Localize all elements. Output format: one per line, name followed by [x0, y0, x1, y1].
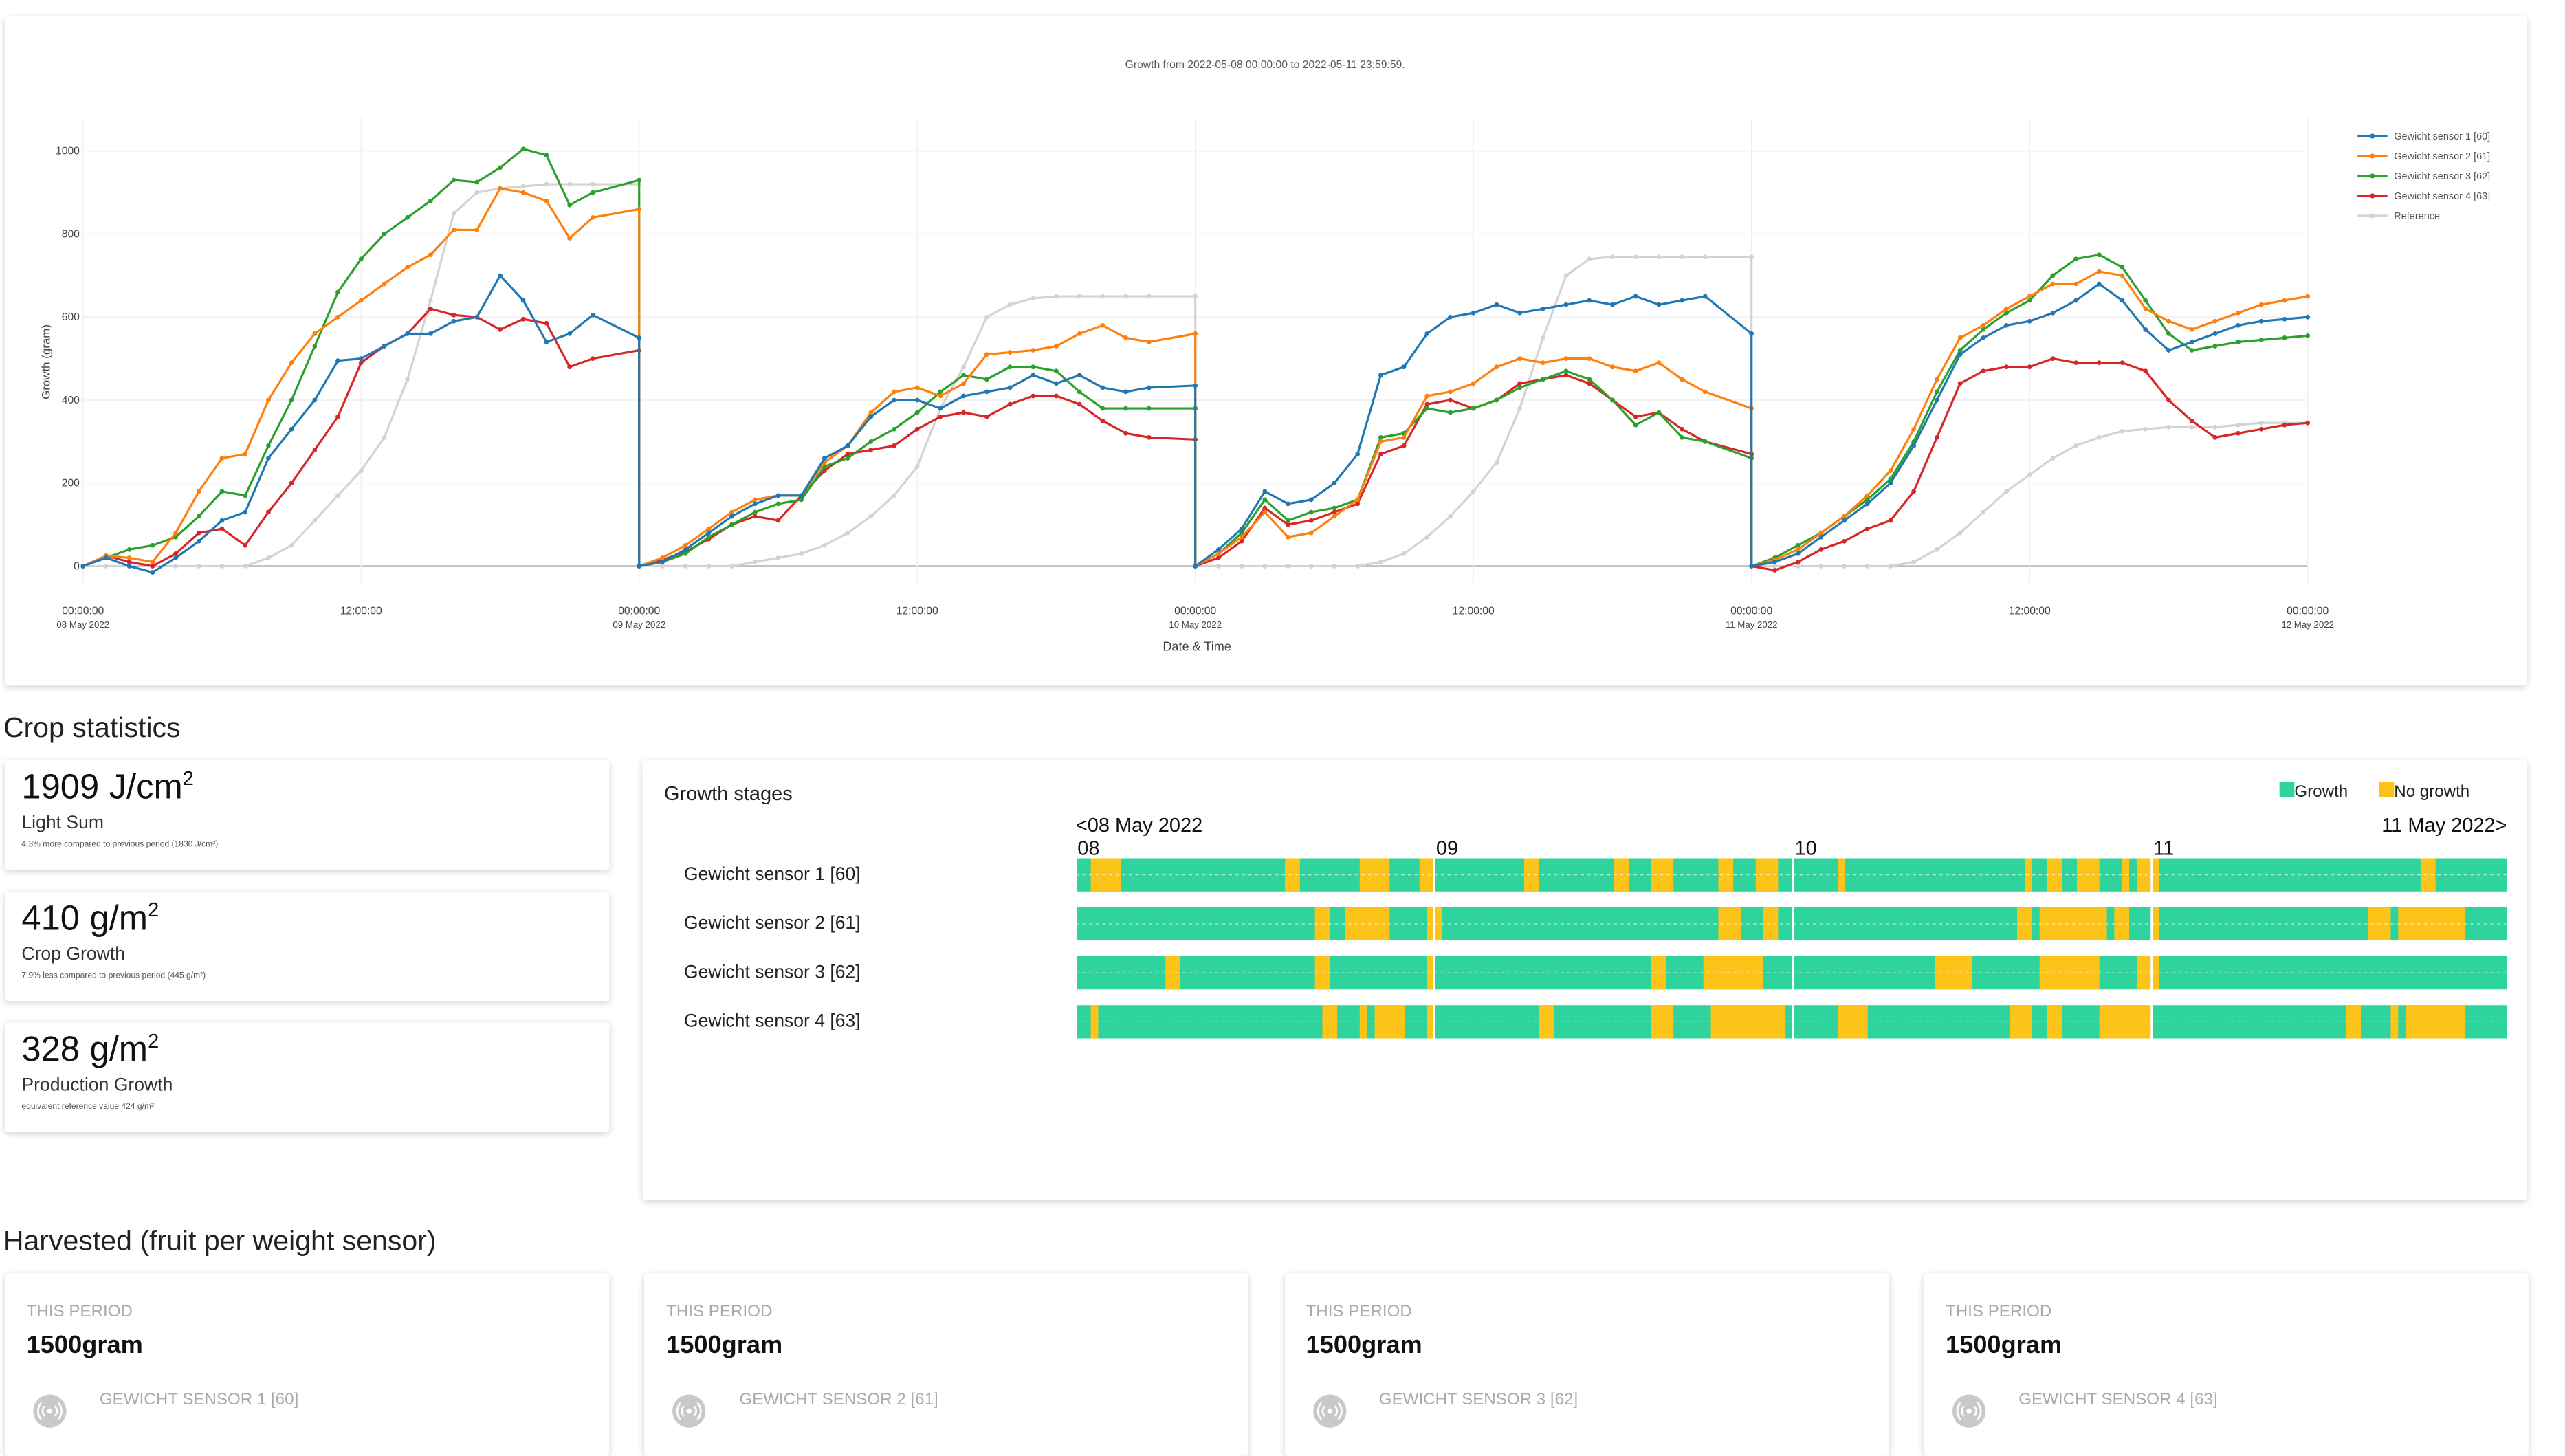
harvest-card: THIS PERIOD 1500gram GEWICHT SENSOR 3 [62]: [1284, 1273, 1889, 1456]
section-title: Harvested (fruit per weight sensor): [3, 1225, 437, 1257]
harvest-amount: 1500gram: [1945, 1331, 2062, 1360]
period-label: THIS PERIOD: [666, 1303, 773, 1322]
value: 328: [21, 1030, 80, 1070]
value: 410: [21, 899, 80, 938]
stat-label: Crop Growth: [21, 945, 125, 965]
period-label: THIS PERIOD: [26, 1303, 133, 1322]
harvest-card: THIS PERIOD 1500gram GEWICHT SENSOR 1 [60]: [5, 1273, 610, 1456]
stat-card: 410 g/m2 Crop Growth 7.9% less compared to …: [5, 891, 610, 1002]
harvest-amount: 1500gram: [1306, 1331, 1422, 1360]
sensor-glyph: [1316, 1402, 1342, 1420]
sensor-name: GEWICHT SENSOR 2 [61]: [739, 1391, 938, 1410]
sensor-name: GEWICHT SENSOR 1 [60]: [99, 1391, 299, 1410]
sensor-name: GEWICHT SENSOR 3 [62]: [1378, 1391, 1578, 1410]
sensor-icon: [672, 1394, 707, 1428]
harvest-amount: 1500gram: [666, 1331, 783, 1360]
unit-power: 2: [148, 898, 159, 922]
unit-power: 2: [182, 766, 194, 791]
sensor-glyph: [676, 1402, 703, 1420]
sensor-icon: [33, 1394, 67, 1428]
stat-note: equivalent reference value 424 g/m²: [21, 1102, 155, 1112]
sensor-name: GEWICHT SENSOR 4 [63]: [2018, 1391, 2218, 1410]
unit: J/cm: [109, 769, 183, 807]
stat-value: 328 g/m2: [21, 1029, 159, 1070]
sensor-glyph: [1956, 1402, 1982, 1420]
period-label: THIS PERIOD: [1306, 1303, 1412, 1322]
stat-value: 410 g/m2: [21, 898, 159, 939]
stat-card: 328 g/m2 Production Growth equivalent refer…: [5, 1022, 610, 1132]
unit: g/m: [89, 899, 148, 938]
harvest-card: THIS PERIOD 1500gram GEWICHT SENSOR 2 [61]: [644, 1273, 1249, 1456]
stat-note: 4.3% more compared to previous period (1…: [21, 839, 219, 850]
sensor-icon: [1312, 1394, 1346, 1428]
stat-label: Production Growth: [21, 1075, 173, 1096]
harvest-card: THIS PERIOD 1500gram GEWICHT SENSOR 4 [63]: [1924, 1273, 2529, 1456]
value: 1909: [21, 769, 100, 807]
stat-label: Light Sum: [21, 813, 104, 834]
harvest-amount: 1500gram: [26, 1331, 143, 1360]
unit-power: 2: [148, 1029, 159, 1053]
growth-chart-card: [5, 16, 2527, 686]
stat-card: 1909 J/cm2 Light Sum 4.3% more compared to …: [5, 760, 610, 870]
period-label: THIS PERIOD: [1945, 1303, 2052, 1322]
stat-note: 7.9% less compared to previous period (4…: [21, 971, 206, 982]
section-title: Crop statistics: [3, 712, 181, 744]
unit: g/m: [89, 1030, 148, 1070]
stat-value: 1909 J/cm2: [21, 767, 194, 808]
sensor-glyph: [36, 1402, 63, 1420]
growth-stages-card: [642, 760, 2527, 1200]
sensor-icon: [1952, 1394, 1985, 1428]
